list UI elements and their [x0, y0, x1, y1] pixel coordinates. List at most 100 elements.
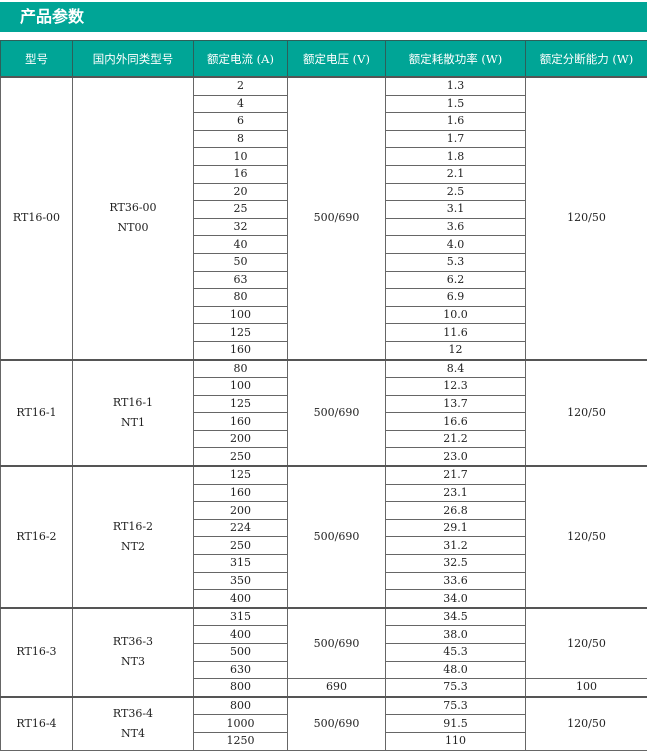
equivalent-model: NT4 [73, 724, 193, 744]
power-dissipation-cell: 10.0 [386, 306, 526, 324]
power-dissipation-cell: 8.4 [386, 360, 526, 378]
power-dissipation-cell: 6.9 [386, 289, 526, 307]
rated-voltage-cell: 500/690 [288, 360, 386, 467]
rated-current-cell: 6 [194, 113, 288, 131]
power-dissipation-cell: 21.2 [386, 430, 526, 448]
power-dissipation-cell: 13.7 [386, 395, 526, 413]
table-header-row: 型号 国内外同类型号 额定电流 (A) 额定电压 (V) 额定耗散功率 (W) … [1, 41, 647, 78]
equivalent-model: NT00 [73, 218, 193, 238]
section-title: 产品参数 [0, 2, 647, 32]
power-dissipation-cell: 32.5 [386, 555, 526, 573]
power-dissipation-cell: 33.6 [386, 572, 526, 590]
rated-current-cell: 200 [194, 430, 288, 448]
power-dissipation-cell: 3.1 [386, 201, 526, 219]
product-parameters-table: 型号 国内外同类型号 额定电流 (A) 额定电压 (V) 额定耗散功率 (W) … [0, 40, 647, 751]
breaking-capacity-cell: 120/50 [526, 360, 647, 467]
rated-current-cell: 224 [194, 519, 288, 537]
breaking-capacity-cell: 120/50 [526, 608, 647, 679]
rated-current-cell: 20 [194, 183, 288, 201]
power-dissipation-cell: 75.3 [386, 697, 526, 715]
rated-current-cell: 250 [194, 448, 288, 466]
rated-voltage-cell: 690 [288, 679, 386, 697]
rated-current-cell: 160 [194, 413, 288, 431]
rated-current-cell: 25 [194, 201, 288, 219]
power-dissipation-cell: 34.0 [386, 590, 526, 608]
power-dissipation-cell: 4.0 [386, 236, 526, 254]
model-cell: RT16-3 [1, 608, 73, 697]
breaking-capacity-cell: 120/50 [526, 466, 647, 608]
rated-current-cell: 125 [194, 324, 288, 342]
rated-voltage-cell: 500/690 [288, 697, 386, 750]
power-dissipation-cell: 5.3 [386, 253, 526, 271]
rated-current-cell: 250 [194, 537, 288, 555]
rated-current-cell: 160 [194, 484, 288, 502]
rated-current-cell: 200 [194, 502, 288, 520]
power-dissipation-cell: 1.7 [386, 130, 526, 148]
power-dissipation-cell: 2.1 [386, 165, 526, 183]
power-dissipation-cell: 1.6 [386, 113, 526, 131]
power-dissipation-cell: 1.5 [386, 95, 526, 113]
rated-current-cell: 32 [194, 218, 288, 236]
rated-voltage-cell: 500/690 [288, 608, 386, 679]
equivalent-model: RT36-00 [73, 198, 193, 218]
power-dissipation-cell: 91.5 [386, 715, 526, 733]
rated-current-cell: 100 [194, 378, 288, 396]
power-dissipation-cell: 21.7 [386, 466, 526, 484]
power-dissipation-cell: 34.5 [386, 608, 526, 626]
equivalent-model: RT36-3 [73, 632, 193, 652]
equivalent-model: NT3 [73, 652, 193, 672]
rated-current-cell: 80 [194, 360, 288, 378]
equivalent-model: RT16-1 [73, 393, 193, 413]
equivalent-model: NT1 [73, 413, 193, 433]
rated-current-cell: 1250 [194, 732, 288, 750]
breaking-capacity-cell: 100 [526, 679, 647, 697]
power-dissipation-cell: 3.6 [386, 218, 526, 236]
power-dissipation-cell: 26.8 [386, 502, 526, 520]
breaking-capacity-cell: 120/50 [526, 77, 647, 360]
rated-voltage-cell: 500/690 [288, 77, 386, 360]
model-cell: RT16-00 [1, 77, 73, 360]
power-dissipation-cell: 11.6 [386, 324, 526, 342]
power-dissipation-cell: 29.1 [386, 519, 526, 537]
power-dissipation-cell: 31.2 [386, 537, 526, 555]
rated-current-cell: 4 [194, 95, 288, 113]
rated-voltage-cell: 500/690 [288, 466, 386, 608]
power-dissipation-cell: 110 [386, 732, 526, 750]
rated-current-cell: 10 [194, 148, 288, 166]
model-cell: RT16-1 [1, 360, 73, 467]
header-model: 型号 [1, 41, 73, 78]
rated-current-cell: 125 [194, 466, 288, 484]
rated-current-cell: 63 [194, 271, 288, 289]
rated-current-cell: 2 [194, 77, 288, 95]
power-dissipation-cell: 2.5 [386, 183, 526, 201]
power-dissipation-cell: 1.3 [386, 77, 526, 95]
rated-current-cell: 125 [194, 395, 288, 413]
rated-current-cell: 50 [194, 253, 288, 271]
power-dissipation-cell: 38.0 [386, 626, 526, 644]
equivalent-model: RT16-2 [73, 517, 193, 537]
rated-current-cell: 16 [194, 165, 288, 183]
rated-current-cell: 315 [194, 608, 288, 626]
power-dissipation-cell: 45.3 [386, 644, 526, 662]
header-rated-current: 额定电流 (A) [194, 41, 288, 78]
header-equivalent-model: 国内外同类型号 [73, 41, 194, 78]
header-rated-voltage: 额定电压 (V) [288, 41, 386, 78]
power-dissipation-cell: 23.1 [386, 484, 526, 502]
breaking-capacity-cell: 120/50 [526, 697, 647, 750]
power-dissipation-cell: 23.0 [386, 448, 526, 466]
model-cell: RT16-4 [1, 697, 73, 750]
power-dissipation-cell: 12 [386, 341, 526, 359]
rated-current-cell: 800 [194, 697, 288, 715]
header-power-dissipation: 额定耗散功率 (W) [386, 41, 526, 78]
power-dissipation-cell: 48.0 [386, 661, 526, 679]
rated-current-cell: 80 [194, 289, 288, 307]
power-dissipation-cell: 1.8 [386, 148, 526, 166]
